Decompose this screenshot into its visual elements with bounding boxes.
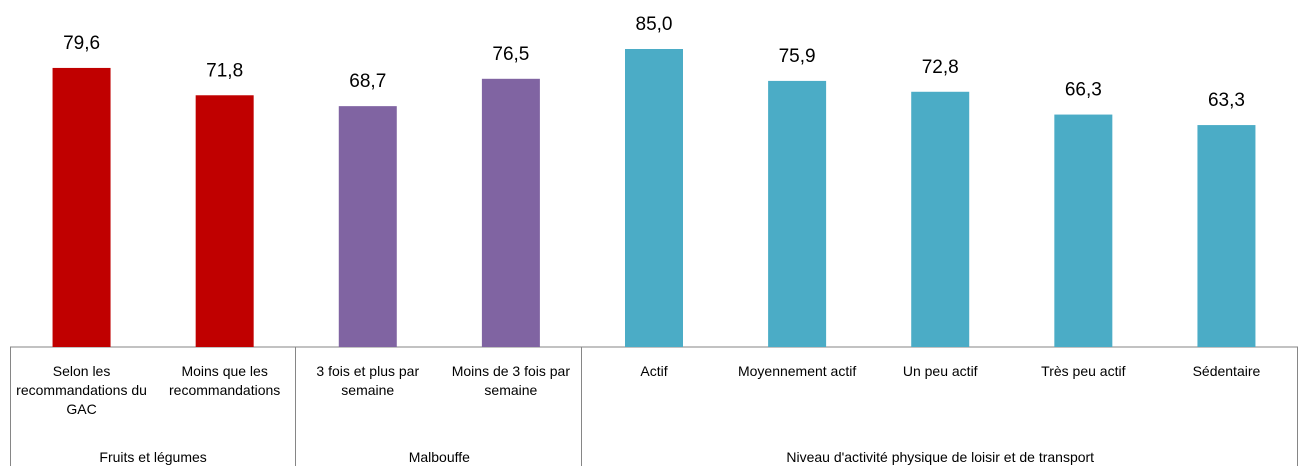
- value-label: 71,8: [206, 60, 243, 81]
- category-label: 3 fois et plus par semaine: [316, 363, 420, 398]
- category-label: Moins de 3 fois par semaine: [451, 363, 571, 398]
- category-label: Très peu actif: [1041, 363, 1126, 379]
- bar: [625, 49, 683, 347]
- bar: [195, 95, 254, 347]
- value-label: 68,7: [349, 71, 386, 92]
- value-label: 72,8: [922, 57, 959, 78]
- category-label: Moyennement actif: [737, 363, 857, 379]
- value-label: 79,6: [63, 33, 100, 54]
- group-label: Niveau d'activité physique de loisir et …: [786, 449, 1095, 465]
- value-label: 85,0: [636, 14, 673, 35]
- category-label: Selon les recommandations du GAC: [16, 363, 147, 417]
- bar: [1054, 114, 1113, 347]
- bar: [338, 106, 397, 348]
- group-label: Malbouffe: [408, 449, 470, 465]
- bar: [911, 91, 970, 348]
- group-label: Fruits et légumes: [99, 449, 207, 465]
- bar: [1197, 125, 1256, 348]
- category-label: Moins que les recommandations: [169, 363, 281, 398]
- bar: [52, 67, 111, 347]
- value-label: 76,5: [492, 44, 529, 65]
- category-label: Un peu actif: [902, 363, 978, 379]
- bar: [481, 78, 540, 348]
- category-label: Sédentaire: [1192, 363, 1261, 379]
- value-label: 66,3: [1065, 80, 1102, 101]
- value-label: 63,3: [1208, 90, 1245, 111]
- value-label: 75,9: [779, 46, 816, 67]
- category-label: Actif: [640, 363, 668, 379]
- bar: [768, 80, 827, 347]
